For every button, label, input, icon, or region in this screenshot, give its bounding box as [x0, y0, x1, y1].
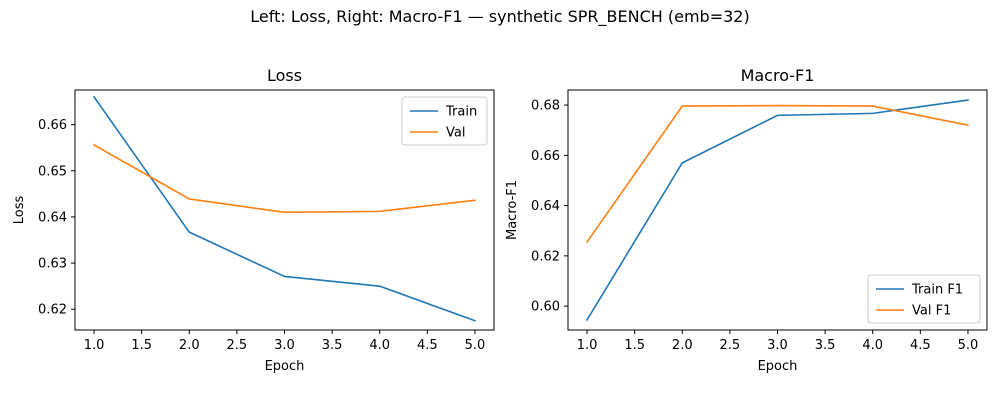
figure-suptitle: Left: Loss, Right: Macro-F1 — synthetic …: [250, 7, 749, 27]
x-axis-label: Epoch: [265, 359, 305, 374]
loss-panel: Loss 1.0 1.5 2.0 2.5 3.0 3.5 4.0 4.5 5.0 0.62 0.63 0…: [12, 66, 495, 374]
series-line-train-f1: [585, 99, 969, 322]
x-tick-label: 4.0: [369, 338, 390, 353]
series-line-val-f1: [585, 104, 969, 244]
x-tick-label: 4.0: [862, 338, 883, 353]
x-tick-label: 1.5: [624, 338, 645, 353]
legend-box: [401, 96, 488, 146]
y-axis-label: Loss: [12, 196, 27, 225]
x-tick-label: 2.5: [227, 338, 248, 353]
x-axis-label: Epoch: [758, 359, 798, 374]
x-tick-label: 1.0: [577, 338, 598, 353]
y-tick-label: 0.65: [38, 164, 67, 179]
x-tick-label: 2.0: [179, 338, 200, 353]
x-tick-label: 2.0: [672, 338, 693, 353]
y-axis-label: Macro-F1: [505, 180, 520, 240]
y-tick-label: 0.64: [38, 210, 67, 225]
legend-box: [867, 274, 981, 324]
x-tick-label: 3.5: [815, 338, 836, 353]
x-tick-label: 4.5: [910, 338, 931, 353]
series-line-train: [92, 95, 476, 322]
y-tick-label: 0.66: [531, 149, 560, 164]
x-tick-label: 5.0: [465, 338, 486, 353]
chart-title: Loss: [267, 66, 302, 85]
x-tick-label: 5.0: [958, 338, 979, 353]
chart-title: Macro-F1: [741, 66, 815, 85]
x-tick-label: 1.5: [131, 338, 152, 353]
y-tick-label: 0.60: [531, 300, 560, 315]
x-tick-label: 1.0: [84, 338, 105, 353]
x-tick-label: 3.0: [274, 338, 295, 353]
x-tick-label: 4.5: [417, 338, 438, 353]
y-tick-label: 0.64: [531, 199, 560, 214]
y-tick-label: 0.62: [531, 249, 560, 264]
legend-label: Val F1: [912, 304, 951, 319]
x-tick-label: 3.0: [767, 338, 788, 353]
legend-label: Val: [446, 126, 465, 141]
y-tick-label: 0.66: [38, 118, 67, 133]
legend: Train F1 Val F1: [867, 274, 981, 324]
x-tick-label: 2.5: [720, 338, 741, 353]
x-tick-label: 3.5: [322, 338, 343, 353]
y-tick-label: 0.62: [38, 303, 67, 318]
y-tick-label: 0.68: [531, 99, 560, 114]
y-tick-label: 0.63: [38, 257, 67, 272]
legend: Train Val: [401, 96, 488, 146]
legend-label: Train F1: [911, 283, 963, 298]
series-line-val: [92, 143, 476, 214]
macro-f1-panel: Macro-F1 1.0 1.5 2.0 2.5 3.0 3.5 4.0 4.5 5.0 0.60 0…: [505, 66, 988, 374]
legend-label: Train: [445, 105, 477, 120]
